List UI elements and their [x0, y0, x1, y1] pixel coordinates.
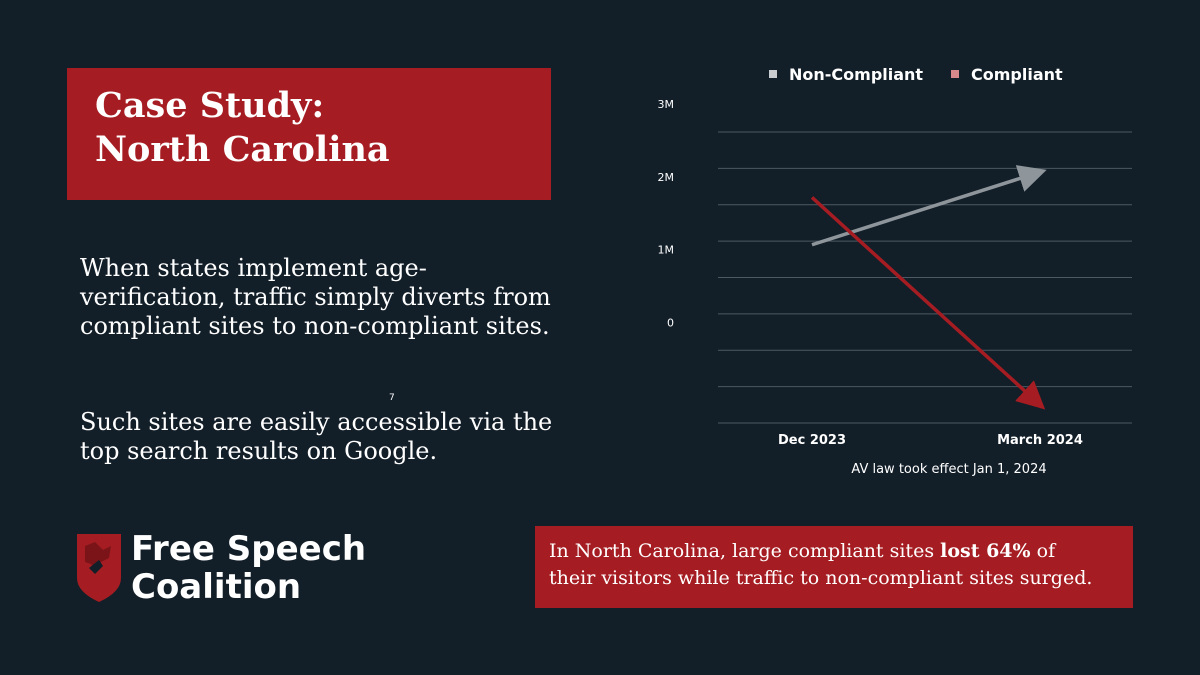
legend-label: Non-Compliant: [789, 65, 923, 84]
body-paragraph-2: Such sites are easily accessible via the…: [80, 408, 553, 465]
callout-line-1-end: of: [1030, 540, 1056, 562]
y-tick-label: 0: [667, 316, 674, 329]
x-tick-label: Dec 2023: [778, 433, 846, 448]
logo-text-line-1: Free Speech: [131, 529, 367, 569]
logo-text-line-2: Coalition: [131, 567, 302, 607]
series-line-non-compliant: [811, 165, 1047, 247]
shield-icon: [77, 534, 121, 602]
traffic-line-chart: Non-Compliant Compliant 0 1M 2M 3M Dec 2023 M…: [658, 65, 1132, 477]
callout-box: In North Carolina, large compliant sites…: [535, 526, 1133, 608]
legend-swatch: [951, 70, 959, 78]
callout-line-1-start: In North Carolina, large compliant sites: [549, 540, 941, 562]
x-tick-label: March 2024: [997, 433, 1083, 448]
chart-series: [810, 165, 1047, 410]
series-line-compliant: [810, 196, 1046, 410]
chart-grid: [718, 131, 1132, 424]
free-speech-coalition-logo: Free Speech Coalition: [75, 529, 375, 607]
title-banner: Case Study: North Carolina: [67, 68, 551, 200]
y-tick-label: 3M: [658, 98, 675, 111]
chart-annotation: AV law took effect Jan 1, 2024: [851, 462, 1046, 477]
x-axis-ticks: Dec 2023 March 2024: [778, 433, 1083, 448]
callout-line-1: In North Carolina, large compliant sites…: [549, 538, 1133, 565]
body-paragraph-1: When states implement age-verification, …: [80, 254, 551, 340]
y-tick-label: 2M: [658, 171, 675, 184]
legend-swatch: [769, 70, 777, 78]
callout-line-2: their visitors while traffic to non-comp…: [549, 567, 1093, 589]
y-tick-label: 1M: [658, 244, 675, 257]
title-line-1: Case Study:: [95, 85, 325, 126]
chart-legend: Non-Compliant Compliant: [769, 65, 1063, 84]
y-axis-ticks: 0 1M 2M 3M: [658, 98, 675, 329]
legend-label: Compliant: [971, 65, 1063, 84]
footnote-marker: 7: [389, 393, 395, 403]
title-line-2: North Carolina: [95, 129, 390, 170]
callout-highlight: lost 64%: [940, 540, 1031, 562]
